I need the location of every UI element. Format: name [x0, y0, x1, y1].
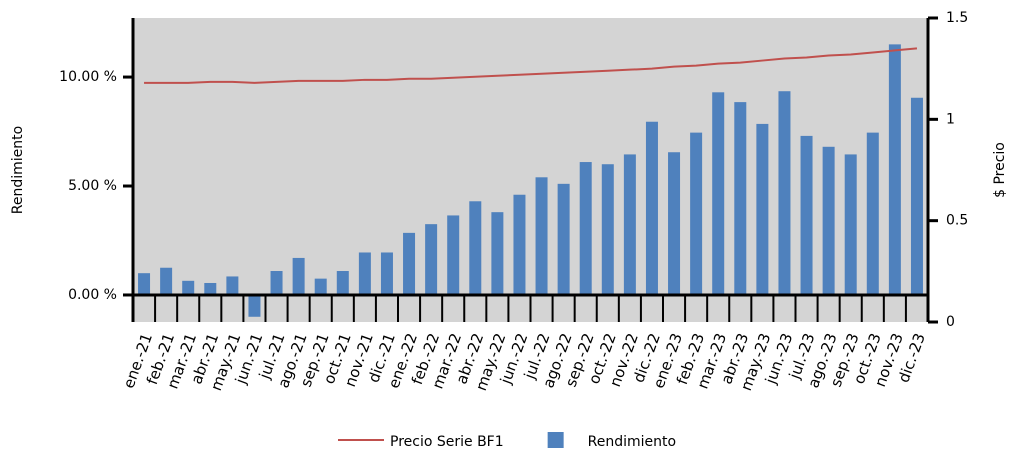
bar [712, 92, 725, 295]
bar [292, 257, 305, 295]
bar [756, 123, 769, 295]
bar [314, 278, 327, 295]
bar [844, 154, 857, 295]
bar [690, 132, 703, 295]
bar [248, 294, 261, 317]
bar [668, 152, 681, 295]
bar [491, 212, 504, 295]
legend-swatch [547, 432, 564, 448]
line [144, 47, 918, 84]
bar [734, 102, 747, 295]
plot-area [133, 18, 928, 322]
bar [513, 194, 526, 295]
bar [535, 177, 548, 295]
bar [822, 146, 835, 295]
bar [358, 252, 371, 295]
bar [226, 276, 239, 295]
y2-tick-label: 0 [946, 314, 955, 330]
y-axis-label: Rendimiento [10, 126, 26, 214]
bar [182, 280, 195, 295]
bar [623, 154, 636, 295]
y2-tick-label: 1.5 [946, 10, 968, 26]
bar [910, 97, 923, 295]
bar [447, 215, 460, 295]
bar [160, 267, 173, 295]
bar [579, 162, 592, 295]
y2-axis-label: $ Precio [992, 142, 1008, 198]
y2-tick-label: 1 [946, 111, 955, 127]
bar [800, 135, 813, 295]
bar [645, 121, 658, 295]
bar [866, 132, 879, 295]
bar [270, 271, 283, 295]
y-tick-label: 5.00 % [68, 178, 117, 194]
legend-label: Rendimiento [588, 434, 676, 450]
y-tick-label: 10.00 % [59, 69, 117, 85]
bar [778, 91, 791, 295]
bar [425, 224, 438, 295]
legend-label: Precio Serie BF1 [390, 434, 504, 450]
bar [336, 271, 349, 295]
bar [601, 164, 614, 295]
bar [204, 282, 217, 295]
y-tick-label: 0.00 % [68, 287, 117, 303]
bar [888, 44, 901, 295]
bar [403, 232, 416, 295]
y2-tick-label: 0.5 [946, 213, 968, 229]
bar [469, 201, 482, 295]
bar [138, 273, 151, 295]
bar [380, 252, 393, 295]
bar [557, 183, 570, 295]
